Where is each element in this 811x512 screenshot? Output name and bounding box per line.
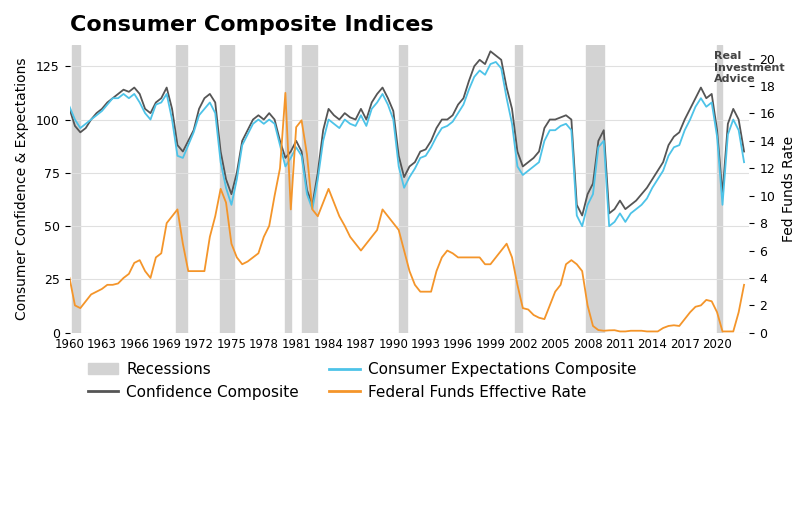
Bar <box>586 45 603 333</box>
Y-axis label: Fed Funds Rate: Fed Funds Rate <box>782 136 796 242</box>
Bar <box>717 45 723 333</box>
Bar <box>302 45 316 333</box>
Legend: Recessions, Confidence Composite, Consumer Expectations Composite, Federal Funds: Recessions, Confidence Composite, Consum… <box>82 356 642 406</box>
Text: Real
Investment
Advice: Real Investment Advice <box>714 51 784 84</box>
Bar <box>176 45 187 333</box>
Y-axis label: Consumer Confidence & Expectations: Consumer Confidence & Expectations <box>15 58 29 320</box>
Text: Consumer Composite Indices: Consumer Composite Indices <box>70 15 433 35</box>
Bar <box>515 45 521 333</box>
Bar <box>220 45 234 333</box>
Bar <box>399 45 407 333</box>
Bar <box>285 45 291 333</box>
Bar <box>72 45 80 333</box>
